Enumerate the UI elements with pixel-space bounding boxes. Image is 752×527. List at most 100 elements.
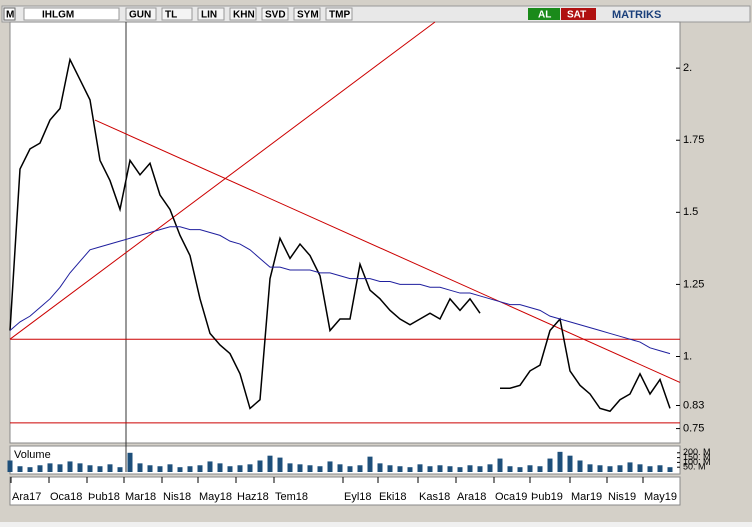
volume-bar	[147, 465, 153, 472]
date-panel	[9, 476, 681, 506]
x-tick-label: Þub18	[88, 491, 120, 503]
volume-bar	[217, 463, 223, 472]
y-tick-label: 2.	[683, 62, 692, 74]
y-tick-label: 1.25	[683, 278, 704, 290]
volume-bar	[607, 466, 613, 472]
toolbar-button[interactable]	[229, 7, 257, 21]
toolbar-button-label[interactable]: GUN	[129, 10, 151, 21]
toolbar-button-label[interactable]: TMP	[329, 10, 350, 21]
x-tick-label: Þub19	[531, 491, 563, 503]
x-tick-label: Ara17	[12, 491, 41, 503]
volume-bar	[667, 467, 673, 472]
volume-bar	[497, 458, 503, 472]
volume-bar	[427, 466, 433, 472]
volume-bar	[597, 465, 603, 472]
x-tick-label: Tem18	[275, 491, 308, 503]
volume-bar	[177, 467, 183, 472]
logo: M	[6, 10, 14, 21]
x-tick-label: Haz18	[237, 491, 269, 503]
volume-bar	[437, 465, 443, 472]
toolbar-button[interactable]	[261, 7, 289, 21]
sell-label[interactable]: SAT	[567, 10, 586, 21]
volume-bar	[517, 467, 523, 472]
toolbar-button-label[interactable]: LIN	[201, 10, 217, 21]
volume-bar	[577, 460, 583, 472]
volume-bar	[347, 466, 353, 472]
volume-bar	[37, 465, 43, 472]
y-tick-label: 1.75	[683, 134, 704, 146]
volume-bar	[377, 463, 383, 472]
volume-bar	[107, 464, 113, 472]
toolbar-button[interactable]	[197, 7, 225, 21]
symbol-box[interactable]	[23, 7, 120, 21]
volume-bar	[617, 465, 623, 472]
volume-bar	[17, 466, 23, 472]
x-tick-label: Mar18	[125, 491, 156, 503]
trend-line	[9, 21, 436, 340]
x-tick-label: Oca19	[495, 491, 527, 503]
volume-bar	[7, 460, 13, 472]
volume-bar	[357, 465, 363, 472]
volume-bar	[657, 465, 663, 472]
volume-bar	[447, 466, 453, 472]
volume-bar	[327, 461, 333, 472]
y-tick-label: 0.83	[683, 399, 704, 411]
x-tick-label: Ara18	[457, 491, 486, 503]
y-tick-label: 0.75	[683, 422, 704, 434]
toolbar-button[interactable]	[161, 7, 193, 21]
x-tick-label: Oca18	[50, 491, 82, 503]
x-tick-label: May19	[644, 491, 677, 503]
volume-bar	[647, 466, 653, 472]
volume-bar	[97, 466, 103, 472]
volume-bar	[367, 456, 373, 472]
volume-tick-label: 150. M	[683, 452, 711, 462]
volume-bar	[187, 466, 193, 472]
symbol[interactable]: IHLGM	[42, 10, 74, 21]
buy-label[interactable]: AL	[538, 10, 551, 21]
volume-bar	[567, 455, 573, 472]
volume-bar	[547, 458, 553, 472]
series-line	[9, 226, 671, 355]
sell-button[interactable]	[561, 8, 596, 20]
volume-bar	[267, 455, 273, 472]
volume-bar	[637, 464, 643, 472]
volume-bar	[297, 464, 303, 472]
trend-line	[94, 119, 681, 383]
volume-bar	[247, 464, 253, 472]
volume-label: Volume	[14, 449, 51, 461]
x-tick-label: Kas18	[419, 491, 450, 503]
toolbar-button-label[interactable]: SYM	[297, 10, 319, 21]
volume-bar	[137, 463, 143, 472]
volume-bar	[277, 457, 283, 472]
volume-bar	[557, 451, 563, 472]
toolbar-button-label[interactable]: TL	[165, 10, 177, 21]
volume-bar	[207, 461, 213, 472]
volume-bar	[77, 463, 83, 472]
buy-button[interactable]	[528, 8, 560, 20]
toolbar-button[interactable]	[325, 7, 353, 21]
volume-bar	[87, 465, 93, 472]
volume-bar	[237, 465, 243, 472]
volume-bar	[117, 467, 123, 472]
y-tick-label: 1.	[683, 350, 692, 362]
volume-bar	[407, 467, 413, 472]
volume-bar	[317, 466, 323, 472]
volume-bar	[167, 464, 173, 472]
volume-bar	[197, 465, 203, 472]
toolbar-button-label[interactable]: SVD	[265, 10, 286, 21]
x-tick-label: Nis18	[163, 491, 191, 503]
volume-bar	[67, 461, 73, 472]
toolbar-button[interactable]	[293, 7, 321, 21]
brand: MATRIKS	[612, 9, 661, 21]
volume-bar	[527, 465, 533, 472]
volume-bar	[487, 464, 493, 472]
volume-bar	[257, 460, 263, 472]
toolbar-button-label[interactable]: KHN	[233, 10, 255, 21]
x-tick-label: Nis19	[608, 491, 636, 503]
volume-bar	[477, 466, 483, 472]
toolbar-button[interactable]	[125, 7, 157, 21]
volume-bar	[57, 464, 63, 472]
y-tick-label: 1.5	[683, 206, 698, 218]
x-tick-label: Eki18	[379, 491, 407, 503]
